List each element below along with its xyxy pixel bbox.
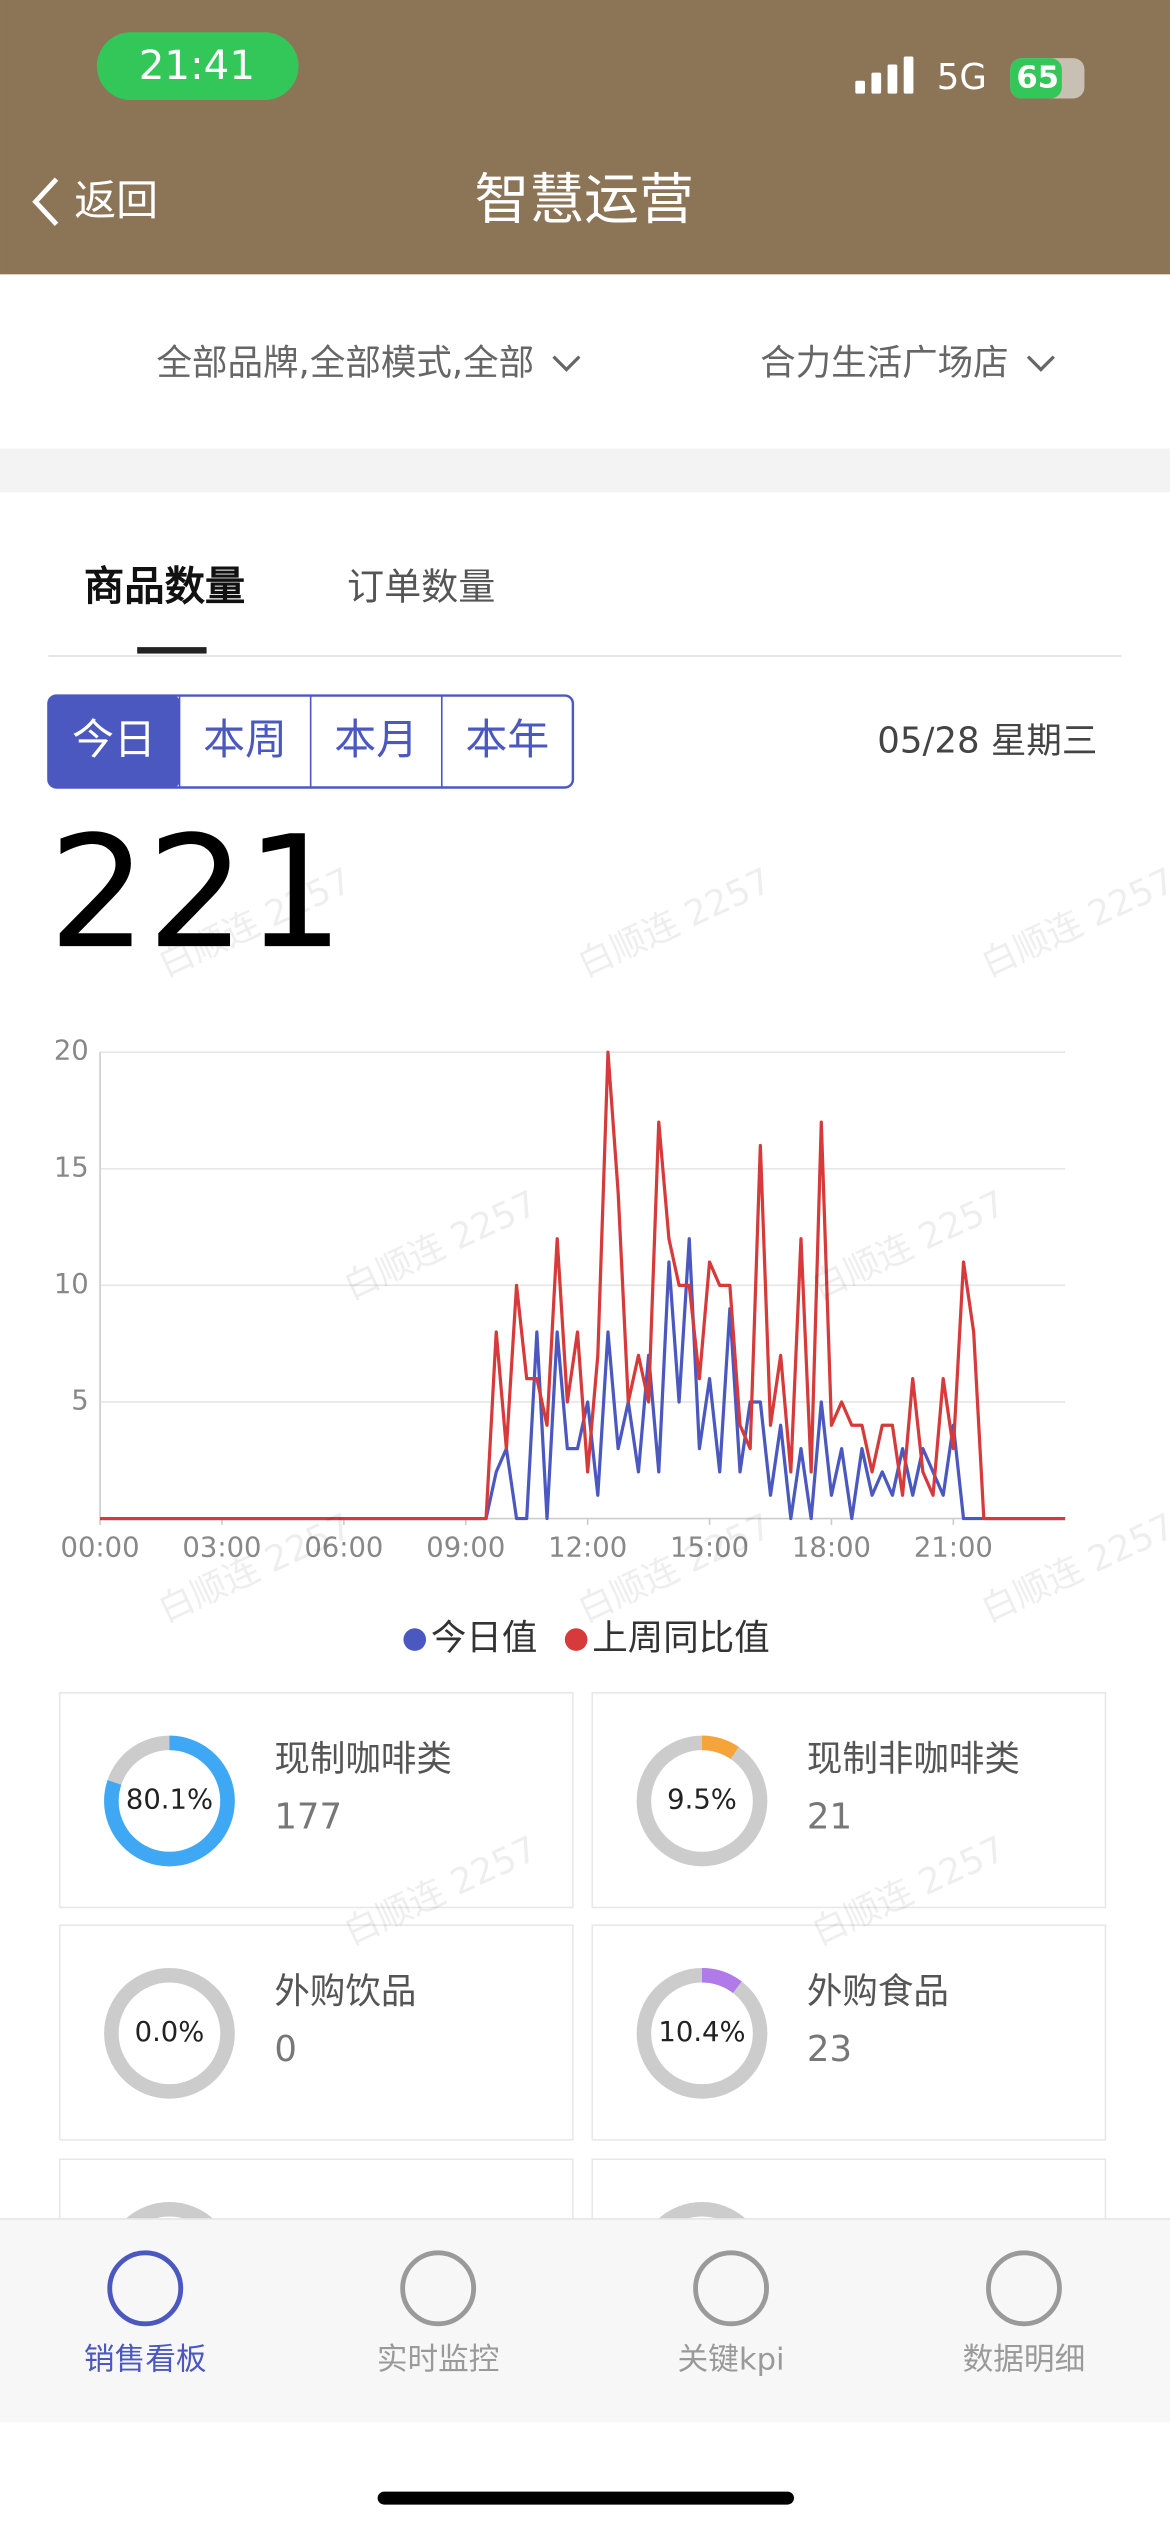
- donut-arc: [104, 1735, 235, 1867]
- card-name: 现制非咖啡类: [807, 1739, 1020, 1780]
- donut-label: 80.1%: [126, 1784, 213, 1815]
- donut-arc: [636, 1735, 768, 1867]
- period-button[interactable]: 本月: [334, 715, 418, 764]
- legend-label[interactable]: 上周同比值: [592, 1618, 770, 1659]
- x-tick-label: 15:00: [670, 1533, 749, 1564]
- period-selector: 今日 本周 本月 本年: [47, 694, 575, 789]
- nav-icon[interactable]: [107, 2250, 184, 2327]
- x-tick-label: 18:00: [792, 1533, 871, 1564]
- period-button[interactable]: 今日: [72, 715, 156, 764]
- nav-icon[interactable]: [693, 2250, 769, 2327]
- store-filter[interactable]: 合力生活广场店: [760, 343, 1009, 384]
- y-tick-label: 10: [54, 1269, 89, 1300]
- tab-active[interactable]: 商品数量: [84, 563, 245, 610]
- chevron[interactable]: [1026, 355, 1055, 372]
- donut-track: [104, 1967, 235, 2099]
- x-tick-label: 09:00: [426, 1533, 505, 1564]
- series-line: [100, 1237, 1066, 1521]
- nav-label[interactable]: 销售看板: [84, 2342, 207, 2377]
- period-active: [48, 695, 180, 788]
- signal-icon: [855, 56, 914, 94]
- line-chart: 5 10 15 20 00:00 03:00 06:00 09:00 12:00 15:00 18:…: [54, 1036, 1066, 1659]
- x-tick-label: 00:00: [61, 1533, 140, 1564]
- brand-filter[interactable]: 全部品牌,全部模式,全部: [157, 343, 535, 384]
- nav-label[interactable]: 关键kpi: [678, 2342, 785, 2377]
- bottom-nav: 销售看板 实时监控 关键kpi 数据明细: [84, 2250, 1086, 2377]
- card: [591, 1692, 1107, 1909]
- time-pill: [96, 32, 299, 101]
- card-count: 0: [274, 2029, 297, 2070]
- donut-label: 10.4%: [658, 2017, 745, 2048]
- x-tick-label: 12:00: [548, 1533, 627, 1564]
- donut-label: 0.0%: [135, 2017, 205, 2048]
- watermark: 白顺连 2257: [975, 1506, 1170, 1631]
- legend-label[interactable]: 今日值: [431, 1618, 538, 1659]
- tab[interactable]: 订单数量: [347, 566, 495, 609]
- battery-level: [1010, 58, 1062, 99]
- back-icon[interactable]: [32, 177, 59, 226]
- total: 221: [48, 802, 344, 983]
- y-tick-label: 20: [54, 1036, 89, 1067]
- watermark: 白顺连 2257: [152, 1506, 358, 1631]
- chevron[interactable]: [552, 355, 581, 372]
- x-tick-label: 03:00: [182, 1533, 261, 1564]
- legend-dot: [564, 1628, 588, 1651]
- back-button[interactable]: 返回: [74, 176, 158, 225]
- status-battery: 65: [1016, 61, 1059, 96]
- separator: [0, 448, 1170, 493]
- watermark: 白顺连 2257: [572, 1506, 778, 1631]
- card-name: 外购饮品: [274, 1971, 416, 2012]
- card-count: 177: [274, 1797, 342, 1838]
- card-name: 现制咖啡类: [274, 1739, 452, 1780]
- watermark: 白顺连 2257: [572, 860, 778, 985]
- status-network: 5G: [937, 57, 987, 98]
- card-name: 外购食品: [807, 1971, 949, 2012]
- watermark: 白顺连 2257: [975, 860, 1170, 985]
- series-line: [100, 1050, 1066, 1521]
- card-count: 23: [807, 2029, 852, 2070]
- x-tick-label: 21:00: [914, 1533, 993, 1564]
- date: 05/28 星期三: [877, 720, 1097, 761]
- card-count: 21: [807, 1797, 852, 1838]
- status-time: 21:41: [139, 42, 255, 89]
- watermark: 白顺连 2257: [806, 1183, 1012, 1308]
- nav-label[interactable]: 实时监控: [377, 2342, 500, 2377]
- nav-icon[interactable]: [400, 2250, 477, 2327]
- donut-label: 9.5%: [667, 1784, 737, 1815]
- period-button[interactable]: 本周: [203, 715, 287, 764]
- card: [591, 1924, 1107, 2141]
- y-tick-label: 5: [71, 1385, 88, 1416]
- home-indicator: [377, 2491, 794, 2505]
- tab-indicator: [137, 647, 207, 654]
- y-tick-label: 15: [54, 1152, 89, 1183]
- donut-arc: [636, 1967, 768, 2099]
- watermark: 白顺连 2257: [338, 1183, 544, 1308]
- card: [58, 1692, 574, 1909]
- legend-dot: [403, 1628, 427, 1651]
- nav-label[interactable]: 数据明细: [963, 2342, 1086, 2377]
- x-tick-label: 06:00: [304, 1533, 383, 1564]
- tab-bar: [0, 2218, 1170, 2423]
- card: [58, 1924, 574, 2141]
- page-title: 智慧运营: [474, 167, 693, 231]
- nav-icon[interactable]: [986, 2250, 1062, 2327]
- period-button[interactable]: 本年: [465, 715, 549, 764]
